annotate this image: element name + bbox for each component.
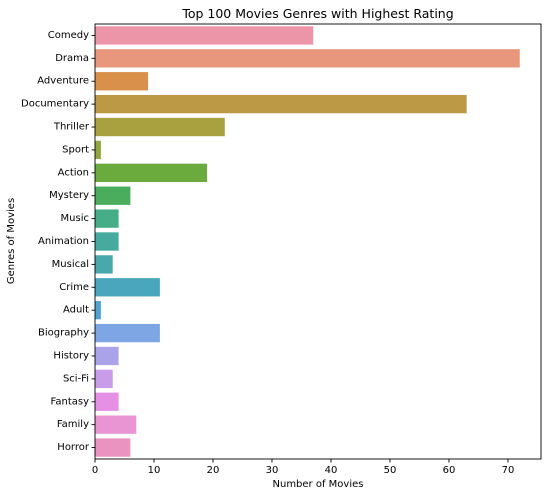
bar-history <box>95 346 119 366</box>
y-tick-label: Sci-Fi <box>63 373 89 384</box>
bar-adult <box>95 301 101 320</box>
x-tick-label: 60 <box>443 465 456 476</box>
x-tick-label: 50 <box>384 465 397 476</box>
y-tick-label: Music <box>61 213 89 224</box>
bar-family <box>95 415 137 434</box>
y-tick-label: Documentary <box>21 99 89 110</box>
y-tick-label: Biography <box>38 328 89 339</box>
y-tick-label: Action <box>58 167 89 178</box>
y-tick-label: Drama <box>55 53 89 64</box>
x-tick-label: 10 <box>148 465 161 476</box>
x-tick-label: 0 <box>92 465 98 476</box>
bar-sci-fi <box>95 369 113 389</box>
y-tick-label: Adventure <box>37 76 89 87</box>
x-tick-label: 20 <box>207 465 220 476</box>
y-tick-label: Comedy <box>48 30 89 41</box>
y-tick-label: Thriller <box>53 122 90 133</box>
y-axis-ticks: Comedy Drama Adventure Documentary Thriller S… <box>21 30 95 453</box>
bar-musical <box>95 255 113 274</box>
y-tick-label: Musical <box>52 259 89 270</box>
bar-drama <box>95 49 520 68</box>
bar-animation <box>95 232 119 251</box>
y-tick-label: Adult <box>63 305 89 316</box>
y-tick-label: Horror <box>57 442 90 453</box>
x-tick-label: 40 <box>325 465 338 476</box>
y-axis-label: Genres of Movies <box>6 198 17 284</box>
bar-action <box>95 163 208 182</box>
y-tick-label: Sport <box>62 144 89 155</box>
plot-frame <box>94 23 542 460</box>
bar-thriller <box>95 117 225 137</box>
bar-horror <box>95 438 131 457</box>
y-tick-label: Crime <box>59 282 89 293</box>
bar-fantasy <box>95 392 119 411</box>
x-tick-label: 70 <box>502 465 515 476</box>
bar-mystery <box>95 186 131 205</box>
bar-adventure <box>95 72 149 91</box>
y-tick-label: Animation <box>38 236 89 247</box>
bar-comedy <box>95 26 314 45</box>
x-axis-ticks: 0 10 20 30 40 50 60 70 <box>92 459 515 476</box>
y-tick-label: History <box>53 350 89 361</box>
chart-title: Top 100 Movies Genres with Highest Ratin… <box>181 6 453 21</box>
x-axis-label: Number of Movies <box>273 479 364 490</box>
bar-music <box>95 209 119 228</box>
bar-biography <box>95 323 160 343</box>
bar-crime <box>95 278 160 297</box>
bar-sport <box>95 140 101 160</box>
bar-documentary <box>95 94 467 114</box>
bars-group <box>95 26 520 457</box>
x-tick-label: 30 <box>266 465 279 476</box>
y-tick-label: Fantasy <box>51 396 90 407</box>
y-tick-label: Mystery <box>49 190 89 201</box>
y-tick-label: Family <box>57 419 89 430</box>
